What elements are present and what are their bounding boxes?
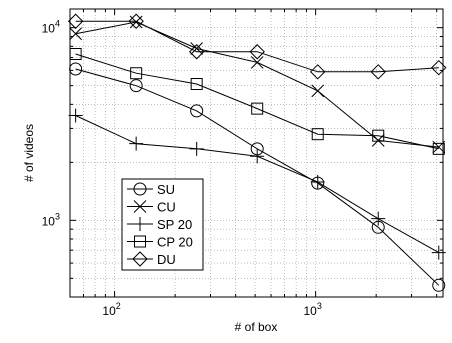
- legend-marker-su: [133, 182, 147, 196]
- data-point-su: [69, 62, 83, 76]
- data-point-cu: [311, 84, 325, 98]
- grid-lines: [69, 9, 443, 298]
- data-point-sp-20: [250, 149, 265, 164]
- data-point-cp-20: [372, 129, 385, 142]
- data-point-su: [432, 278, 446, 292]
- y-tick-labels: 103 104: [42, 19, 60, 229]
- y-tick-label: 104: [42, 19, 60, 36]
- data-point-sp-20: [68, 108, 83, 123]
- data-point-sp-20: [129, 136, 144, 151]
- data-point-du: [370, 64, 386, 80]
- data-point-cp-20: [190, 78, 203, 91]
- legend-marker-cu: [133, 200, 147, 213]
- data-point-cu: [250, 56, 264, 69]
- data-point-sp-20: [431, 245, 446, 260]
- data-point-su: [190, 104, 204, 118]
- y-tick-label: 103: [42, 211, 60, 228]
- data-point-sp-20: [189, 141, 204, 156]
- data-point-du: [431, 59, 447, 76]
- legend-marker-cp-20: [134, 235, 146, 248]
- data-point-cu: [371, 134, 385, 147]
- data-point-cp-20: [432, 142, 445, 155]
- data-point-cu: [190, 42, 204, 55]
- data-point-du: [310, 64, 326, 80]
- plot-frame: [69, 8, 444, 298]
- series-markers: [67, 13, 447, 292]
- x-tick-label: 102: [102, 301, 120, 318]
- series-line-cp-20: [75, 53, 439, 150]
- series-line-du: [75, 20, 439, 73]
- series-line-su: [75, 68, 440, 286]
- legend-label-cp-20: CP 20: [157, 235, 193, 250]
- data-point-du: [249, 44, 265, 60]
- legend-label-sp-20: SP 20: [157, 217, 192, 232]
- legend-label-su: SU: [157, 182, 175, 197]
- data-point-cp-20: [251, 102, 264, 115]
- y-axis-label: # of videos: [22, 124, 36, 182]
- data-point-cu: [69, 27, 82, 41]
- data-point-du: [128, 13, 144, 29]
- x-tick-label: 103: [303, 301, 321, 318]
- legend-marker-sp-20: [133, 217, 147, 231]
- data-point-du: [67, 13, 84, 29]
- x-tick-labels: 102 103: [102, 301, 321, 318]
- legend: SU CU SP 20 CP 20 DU: [121, 178, 204, 271]
- axis-ticks: [69, 9, 443, 298]
- data-point-cp-20: [311, 128, 324, 141]
- data-point-sp-20: [371, 211, 386, 226]
- legend-label-cu: CU: [157, 200, 176, 215]
- data-point-sp-20: [310, 175, 325, 190]
- x-axis-label: # of box: [235, 320, 278, 334]
- legend-label-du: DU: [157, 252, 176, 267]
- data-point-su: [129, 79, 143, 93]
- data-point-cp-20: [130, 67, 143, 80]
- data-point-cp-20: [69, 48, 82, 61]
- legend-marker-du: [132, 251, 148, 267]
- data-point-du: [188, 44, 205, 60]
